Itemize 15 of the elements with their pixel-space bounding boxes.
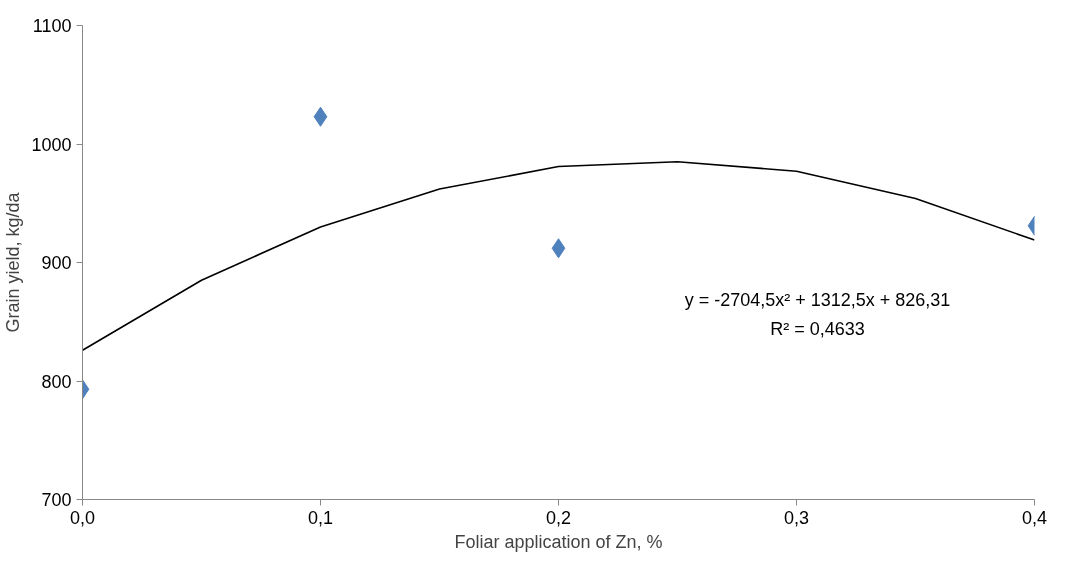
x-tick-label: 0,1 (307, 507, 334, 528)
y-tick-label: 800 (41, 371, 72, 392)
line-series (82, 160, 1035, 351)
x-axis-title: Foliar application of Zn, % (454, 531, 663, 552)
y-tick-label: 1000 (31, 134, 72, 155)
x-tick-label: 0,0 (69, 507, 96, 528)
y-tick-label: 900 (41, 253, 72, 273)
annotation: R² = 0,4633 (770, 318, 865, 339)
x-tick-label: 0,3 (783, 507, 810, 528)
annotation: y = -2704,5x² + 1312,5x + 826,31 (684, 289, 951, 310)
y-tick-label: 1100 (32, 16, 72, 36)
y-tick-label: 700 (41, 490, 72, 510)
y-axis-title: Grain yield, kg/da (3, 191, 24, 333)
x-tick-label: 0,4 (1021, 507, 1048, 528)
x-tick-label: 0,2 (545, 507, 572, 528)
